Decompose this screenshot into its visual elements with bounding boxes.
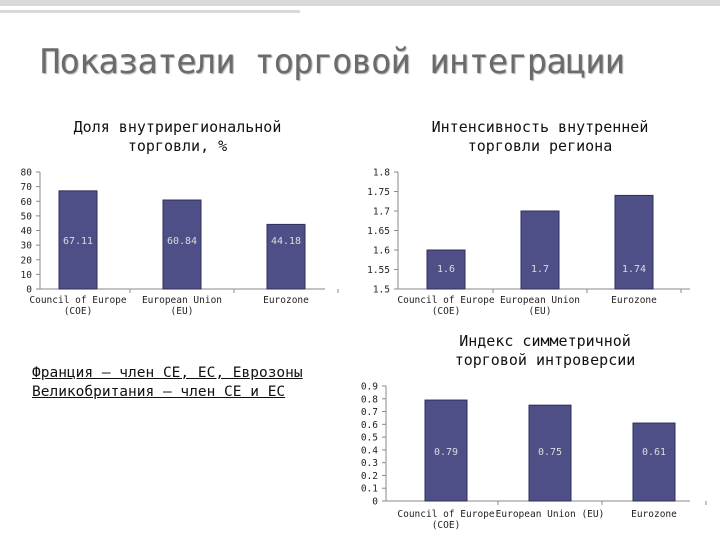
chart-1-y-tick-label: 30 [21,241,33,252]
note-line-france: Франция – член СЕ, ЕС, Еврозоны [32,365,303,381]
chart-3-category-label: (COE) [432,520,461,531]
chart-1-bar [266,223,306,290]
chart-1-category-label: (EU) [171,306,194,317]
chart-2-value-label: 1.7 [531,264,549,275]
slide-title: Показатели торговой интеграции [40,42,625,82]
chart-1-bar [58,190,98,290]
chart-3-y-tick-label: 0.5 [361,433,378,444]
chart-3-category-label: European Union (EU) [496,509,605,520]
chart-3-y-tick-label: 0.8 [361,394,378,405]
chart-3-value-label: 0.75 [538,447,562,458]
chart-3-y-tick-label: 0 [372,497,378,508]
chart-3-y-tick-label: 0.3 [361,458,378,469]
chart-2-category-label: Council of Europe [397,295,495,306]
chart-1-category-label: European Union [142,295,222,306]
chart-3-value-label: 0.79 [434,447,458,458]
chart-2-bar [614,194,654,290]
chart-2-bar [426,249,466,290]
chart-1-y-tick-label: 60 [21,197,33,208]
chart-1-title: Доля внутрирегиональной торговли, % [73,118,282,155]
chart-3-y-tick-label: 0.2 [361,471,378,482]
chart-1-value-label: 44.18 [271,236,301,247]
chart-3-category-label: Eurozone [631,509,677,520]
chart-2-value-label: 1.6 [437,264,455,275]
chart-1-y-tick-label: 50 [21,211,33,222]
chart-1-y-tick-label: 40 [21,226,33,237]
chart-1-bar [162,199,202,290]
chart-1-category-label: Council of Europe [29,295,127,306]
chart-3-y-tick-label: 0.4 [361,445,378,456]
chart-2-category-label: (COE) [432,306,461,317]
note-line-uk: Великобритания – член СЕ и ЕС [32,384,286,400]
chart-1-value-label: 67.11 [63,236,93,247]
chart-1-y-tick-label: 70 [21,182,33,193]
chart-3-y-tick-label: 0.1 [361,484,378,495]
chart-2-value-label: 1.74 [622,264,646,275]
chart-2-category-label: (EU) [529,306,552,317]
chart-2-y-tick-label: 1.75 [367,187,390,198]
chart-2-y-tick-label: 1.7 [373,207,390,218]
chart-2-y-tick-label: 1.6 [373,246,390,257]
chart-3-y-tick-label: 0.6 [361,420,378,431]
chart-1-category-label: (COE) [64,306,93,317]
chart-2-category-label: Eurozone [611,295,657,306]
chart-2-y-tick-label: 1.65 [367,226,390,237]
chart-1-y-tick-label: 20 [21,255,33,266]
chart-2-y-tick-label: 1.5 [373,285,390,296]
chart-2-bar [520,210,560,290]
chart-1-category-label: Eurozone [263,295,309,306]
chart-3-y-tick-label: 0.7 [361,407,378,418]
chart-2-y-tick-label: 1.8 [373,168,390,179]
chart-3-y-tick-label: 0.9 [361,382,378,393]
chart-1-y-tick-label: 0 [26,285,32,296]
chart-1-y-tick-label: 10 [21,270,33,281]
chart-3-value-label: 0.61 [642,447,666,458]
chart-3-bar [528,404,572,502]
chart-2-category-label: European Union [500,295,580,306]
accent-line-top [0,0,720,6]
chart-1-y-tick-label: 80 [21,168,33,179]
chart-3-bar [424,399,468,502]
chart-3-title: Индекс симметричной торговой интроверсии [454,332,636,369]
chart-3-category-label: Council of Europe [397,509,495,520]
membership-note: Франция – член СЕ, ЕС, Еврозоны Великобр… [32,364,362,402]
chart-3-bar [632,422,676,502]
accent-line-secondary [0,10,300,13]
chart-1-value-label: 60.84 [167,236,197,247]
chart-2-y-tick-label: 1.55 [367,265,390,276]
chart-2-title: Интенсивность внутренней торговли регион… [431,118,649,155]
